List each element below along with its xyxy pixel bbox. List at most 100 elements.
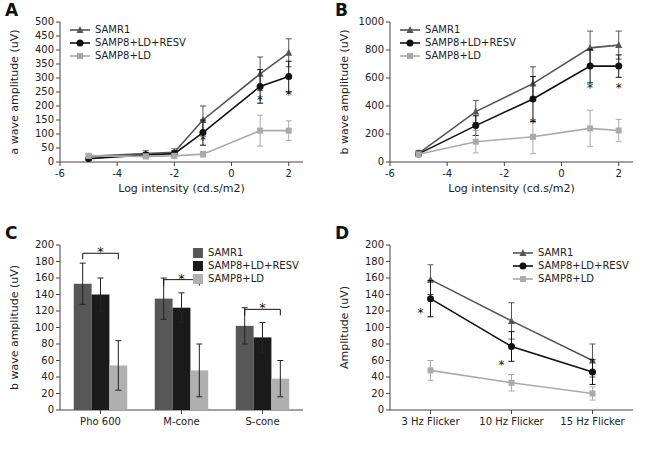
y-tick <box>386 50 390 51</box>
x-tick-label: 15 Hz Flicker <box>560 416 625 427</box>
y-axis-label: Amplitude (uV) <box>338 286 351 369</box>
y-tick-label: 500 <box>35 16 54 27</box>
panel: 02004006008001000-6-4-202Log intensity (… <box>335 0 633 195</box>
x-tick <box>262 410 263 414</box>
significance-star: * <box>499 358 505 372</box>
legend-label: SAMR1 <box>95 24 130 35</box>
legend-marker <box>407 40 414 47</box>
x-tick-label: 2 <box>286 168 292 179</box>
marker <box>86 153 92 159</box>
error-bar <box>277 361 283 397</box>
error-bar <box>98 278 104 311</box>
y-tick-label: 180 <box>35 256 54 267</box>
x-tick <box>288 162 289 166</box>
series-line <box>419 45 619 153</box>
y-tick <box>386 377 390 378</box>
y-tick-label: 120 <box>35 305 54 316</box>
series-line <box>431 280 593 361</box>
marker <box>616 128 622 134</box>
series-line <box>419 66 619 154</box>
y-tick-label: 250 <box>35 86 54 97</box>
y-tick-label: 1000 <box>359 16 384 27</box>
x-tick <box>592 410 593 414</box>
plot-area <box>415 31 622 157</box>
y-tick-label: 200 <box>365 239 384 250</box>
bar <box>92 295 110 411</box>
plot-area <box>85 39 292 162</box>
y-tick <box>56 148 60 149</box>
x-tick <box>181 410 182 414</box>
legend-marker <box>77 53 83 59</box>
marker <box>85 152 92 159</box>
y-tick-label: 600 <box>365 72 384 83</box>
error-bar <box>171 154 177 158</box>
marker <box>615 63 622 70</box>
marker <box>530 134 536 140</box>
error-bar <box>473 131 479 153</box>
x-tick <box>618 162 619 166</box>
x-tick-label: 10 Hz Flicker <box>479 416 544 427</box>
x-tick <box>117 162 118 166</box>
marker <box>257 83 264 90</box>
x-tick-label: -2 <box>499 168 509 179</box>
panel: 050100150200250300350400450500-6-4-202Lo… <box>5 0 303 195</box>
marker <box>587 63 594 70</box>
legend-marker <box>77 26 84 33</box>
y-axis-label: a wave amplitude (uV) <box>8 30 21 155</box>
series-line <box>419 128 619 154</box>
error-bar <box>179 293 185 323</box>
error-bar <box>80 263 86 304</box>
y-tick-label: 80 <box>41 338 54 349</box>
marker <box>143 153 149 159</box>
y-tick <box>56 134 60 135</box>
marker <box>286 128 292 134</box>
y-tick-label: 800 <box>365 44 384 55</box>
y-tick <box>56 162 60 163</box>
legend-label: SAMR1 <box>425 24 460 35</box>
y-tick <box>386 162 390 163</box>
error-bar <box>616 55 622 77</box>
x-tick <box>231 162 232 166</box>
significance-star: * <box>257 93 263 107</box>
series-line <box>431 370 593 393</box>
y-tick-label: 100 <box>35 322 54 333</box>
x-tick-label: -4 <box>112 168 122 179</box>
y-tick-label: 60 <box>41 355 54 366</box>
y-tick-label: 150 <box>35 114 54 125</box>
legend-marker <box>407 26 414 33</box>
legend-marker <box>77 40 84 47</box>
significance-star: * <box>616 81 622 95</box>
legend-marker <box>520 276 526 282</box>
y-tick <box>56 120 60 121</box>
y-tick-label: 450 <box>35 30 54 41</box>
y-axis-label: b wave amplitude (uV) <box>8 265 21 390</box>
panel-letter: C <box>5 223 17 243</box>
legend-swatch <box>193 274 203 284</box>
legend: SAMR1SAMP8+LD+RESVSAMP8+LD <box>400 24 516 61</box>
y-tick <box>56 78 60 79</box>
marker <box>416 151 422 157</box>
x-axis-label: Log intensity (cd.s/m2) <box>448 182 575 195</box>
y-tick-label: 180 <box>365 256 384 267</box>
legend-swatch <box>193 248 203 258</box>
y-tick-label: 300 <box>35 72 54 83</box>
y-tick-label: 350 <box>35 58 54 69</box>
legend-label: SAMP8+LD+RESV <box>538 260 629 271</box>
y-tick <box>56 344 60 345</box>
legend-label: SAMP8+LD+RESV <box>95 37 186 48</box>
x-tick-label: 3 Hz Flicker <box>402 416 461 427</box>
significance-star: * <box>200 133 206 147</box>
y-tick <box>386 344 390 345</box>
x-tick-label: M-cone <box>163 416 199 427</box>
error-bar <box>196 344 202 397</box>
series-line <box>89 53 289 157</box>
marker <box>529 96 536 103</box>
x-axis-label: Log intensity (cd.s/m2) <box>118 182 245 195</box>
marker <box>428 367 434 373</box>
series-line <box>431 299 593 372</box>
significance-star: * <box>259 300 266 315</box>
y-tick <box>56 50 60 51</box>
x-tick <box>174 162 175 166</box>
y-tick-label: 200 <box>365 128 384 139</box>
error-bar <box>590 387 596 400</box>
